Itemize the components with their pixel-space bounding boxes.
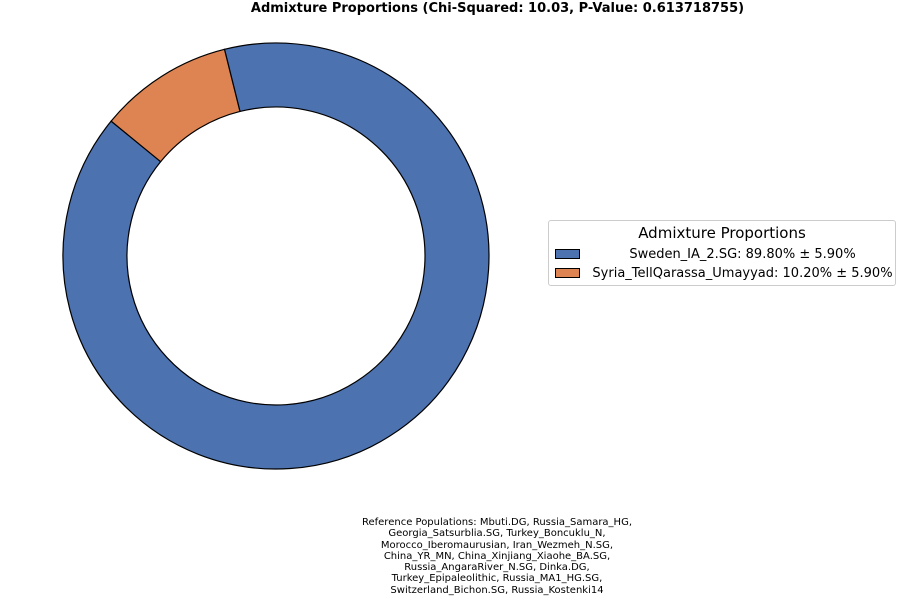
footnote-line: Georgia_Satsurblia.SG, Turkey_Boncuklu_N…: [388, 528, 606, 540]
footnote-line: Reference Populations: Mbuti.DG, Russia_…: [361, 517, 633, 528]
footnote-line: Turkey_Epipaleolithic, Russia_MA1_HG.SG,: [391, 573, 603, 585]
reference-populations-footnote: Reference Populations: Mbuti.DG, Russia_…: [297, 517, 697, 596]
donut-slice-sweden: [62, 42, 490, 470]
footnote-line: China_YR_MN, China_Xinjiang_Xiaohe_BA.SG…: [383, 550, 611, 562]
donut-slices: [62, 42, 490, 470]
footnote-line: Russia_AngaraRiver_N.SG, Dinka.DG,: [404, 562, 590, 574]
donut-slice-syria: [110, 48, 241, 163]
legend-label-syria: Syria_TellQarassa_Umayyad: 10.20% ± 5.90…: [592, 266, 893, 281]
footnote-line: Morocco_Iberomaurusian, Iran_Wezmeh_N.SG…: [380, 539, 614, 551]
legend-label-sweden: Sweden_IA_2.SG: 89.80% ± 5.90%: [629, 247, 856, 262]
footnote-line: Switzerland_Bichon.SG, Russia_Kostenki14: [390, 584, 604, 596]
legend-swatch-sweden: [555, 249, 580, 259]
legend-swatch-syria: [555, 268, 580, 278]
legend-title: Admixture Proportions: [638, 224, 806, 242]
chart-title: Admixture Proportions (Chi-Squared: 10.0…: [250, 1, 745, 16]
legend-item-sweden: Sweden_IA_2.SG: 89.80% ± 5.90%: [555, 246, 891, 264]
legend: Admixture Proportions Sweden_IA_2.SG: 89…: [548, 220, 896, 286]
legend-item-syria: Syria_TellQarassa_Umayyad: 10.20% ± 5.90…: [555, 265, 893, 283]
